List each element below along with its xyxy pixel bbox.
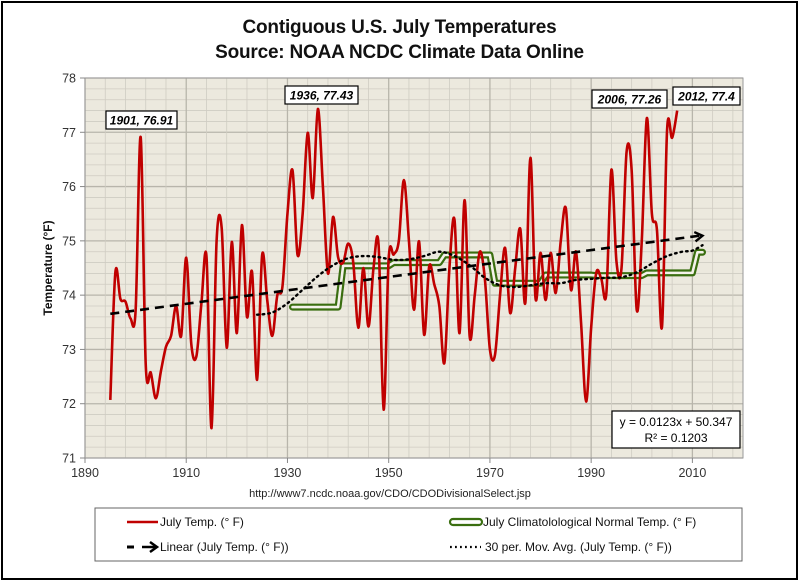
legend-swatch-green-double-line: [448, 517, 484, 527]
source-url: http://www7.ncdc.noaa.gov/CDO/CDODivisio…: [249, 488, 531, 500]
series-layer: [109, 107, 707, 430]
y-tick-label: 74: [62, 289, 76, 303]
plot-area: [85, 78, 743, 458]
normal-temp-line-inner: [291, 250, 704, 309]
y-tick-label: 72: [62, 397, 76, 411]
legend-label-moving-avg: 30 per. Mov. Avg. (July Temp. (° F)): [485, 540, 672, 554]
x-tick-label: 1950: [375, 466, 403, 480]
annotations-layer: 1901, 76.91 1936, 77.43 2006, 77.26 2012, 7…: [105, 85, 741, 130]
linear-trend-line: [110, 234, 700, 316]
annotation-text: 2012, 77.4: [677, 90, 735, 104]
july-temp-line: [109, 107, 679, 430]
chart-title: Contiguous U.S. July Temperatures: [242, 17, 557, 38]
legend-item-normal-temp: July Climatolological Normal Temp. (° F): [448, 515, 696, 529]
y-tick-label: 73: [62, 343, 76, 357]
x-tick-label: 1970: [476, 466, 504, 480]
legend: July Temp. (° F) July Climatolological N…: [94, 507, 743, 562]
trend-arrow-head-icon: [693, 230, 705, 243]
arrow-right-icon: [149, 540, 160, 554]
chart-subtitle: Source: NOAA NCDC Climate Data Online: [215, 42, 584, 63]
x-tick-label: 1910: [172, 466, 200, 480]
plot-border: [84, 77, 744, 459]
annotation-box: [105, 110, 178, 130]
legend-item-moving-avg: 30 per. Mov. Avg. (July Temp. (° F)): [450, 540, 672, 554]
x-tick-label: 2010: [678, 466, 706, 480]
x-tick-label: 1890: [71, 466, 99, 480]
x-tick-label: 1990: [577, 466, 605, 480]
equation-box-frame: [611, 410, 741, 449]
y-tick-label: 71: [62, 452, 76, 466]
axes: 71 72 73 74 75 76 77 78 1890 1910 1930 1950 1970 1990…: [62, 72, 744, 480]
legend-label-july-temp: July Temp. (° F): [160, 515, 244, 529]
annotation-box: [591, 89, 668, 109]
annotation-label: 1936, 77.43: [284, 85, 359, 105]
legend-frame: [94, 507, 743, 562]
y-tick-label: 76: [62, 180, 76, 194]
y-tick-label: 75: [62, 234, 76, 248]
trendline-r2: R² = 0.1203: [644, 431, 707, 445]
legend-item-july-temp: July Temp. (° F): [127, 515, 244, 529]
annotation-label: 1901, 76.91: [105, 110, 178, 130]
trendline-equation-box: y = 0.0123x + 50.347 R² = 0.1203: [611, 410, 741, 449]
annotation-box: [672, 86, 741, 106]
annotation-text: 1936, 77.43: [290, 89, 354, 103]
y-axis-label: Temperature (°F): [41, 220, 55, 315]
moving-average-line: [255, 244, 704, 316]
annotation-label: 2012, 77.4: [672, 86, 741, 106]
y-tick-label: 77: [62, 126, 76, 140]
annotation-text: 1901, 76.91: [110, 114, 174, 128]
annotation-text: 2006, 77.26: [597, 93, 662, 107]
trendline-equation: y = 0.0123x + 50.347: [620, 415, 733, 429]
annotation-label: 2006, 77.26: [591, 89, 668, 109]
legend-label-normal-temp: July Climatolological Normal Temp. (° F): [483, 515, 696, 529]
x-tick-label: 1930: [274, 466, 302, 480]
legend-item-linear: Linear (July Temp. (° F)): [127, 540, 289, 554]
annotation-box: [284, 85, 359, 105]
legend-label-linear: Linear (July Temp. (° F)): [160, 540, 289, 554]
y-tick-label: 78: [62, 72, 76, 86]
